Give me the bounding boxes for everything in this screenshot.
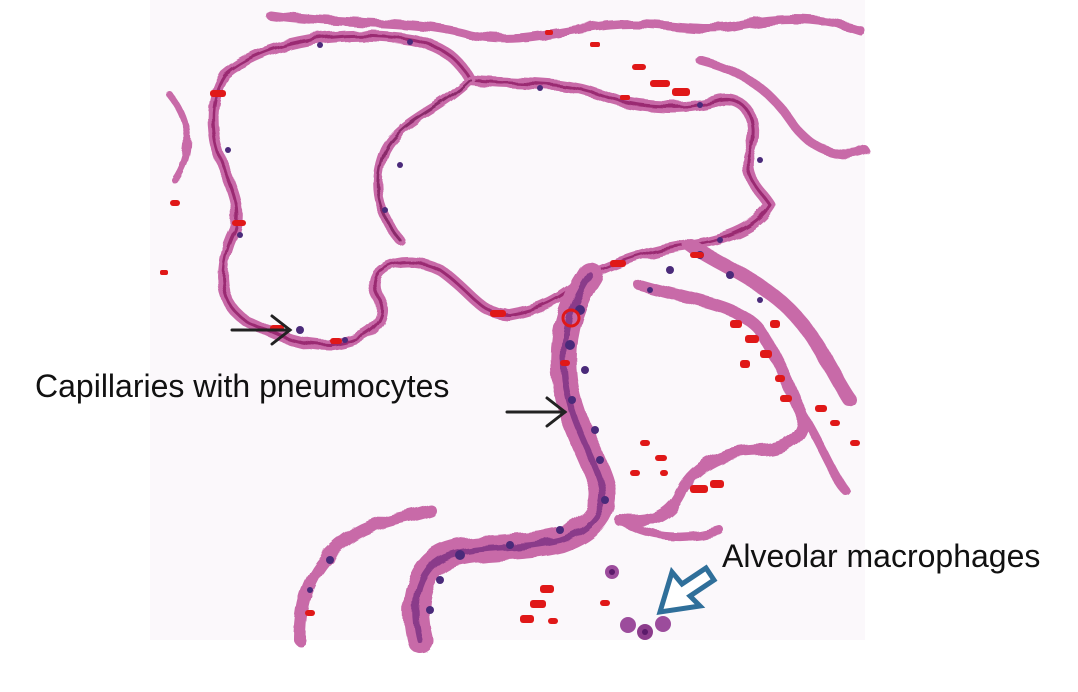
arrow-capillaries-upper-icon: [230, 314, 293, 346]
arrow-capillaries-lower-icon: [505, 396, 568, 428]
cell-nuclei: [225, 39, 763, 614]
macrophages-label: Alveolar macrophages: [722, 538, 1041, 574]
macrophage-cells: [605, 565, 671, 640]
arrow-macrophages-icon: [656, 564, 718, 616]
capillaries-label: Capillaries with pneumocytes: [35, 368, 450, 404]
